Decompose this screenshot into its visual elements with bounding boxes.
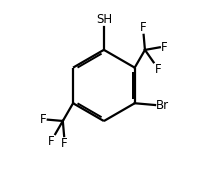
Text: F: F [40,113,47,126]
Text: F: F [140,21,147,34]
Text: F: F [61,137,67,150]
Text: Br: Br [156,99,169,112]
Text: F: F [161,41,167,54]
Text: F: F [155,63,161,76]
Text: F: F [48,135,54,148]
Text: SH: SH [96,13,112,26]
